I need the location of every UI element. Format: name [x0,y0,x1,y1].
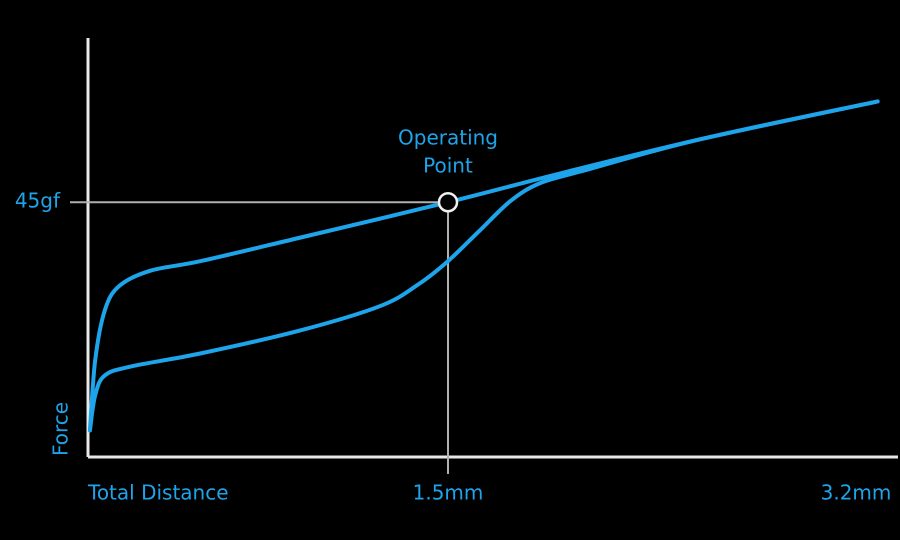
annotation-text: Point [423,154,473,178]
y-tick-label: 45gf [15,189,61,213]
operating-point-marker [437,191,459,213]
x-tick-label: 1.5mm [413,481,484,505]
x-tick-label: 3.2mm [821,481,892,505]
force-curve [87,99,880,433]
force-curve [87,99,880,433]
y-axis-label: Force [49,402,73,456]
annotation-text: Operating [398,126,498,150]
x-axis-label: Total Distance [87,481,229,505]
